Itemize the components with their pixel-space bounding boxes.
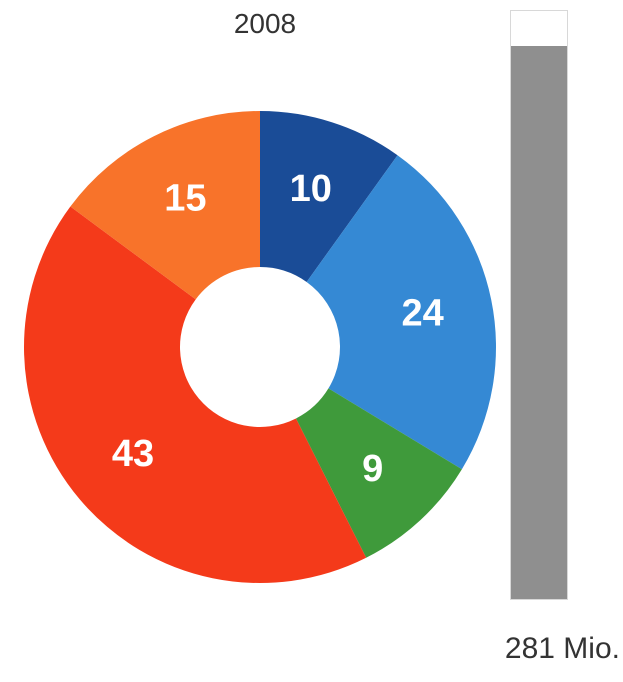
donut-slice-15: [70, 110, 260, 300]
total-bar: [510, 10, 568, 600]
slice-label-10: 10: [290, 168, 332, 210]
slice-label-9: 9: [362, 448, 383, 490]
slice-label-24: 24: [401, 293, 443, 335]
slice-label-15: 15: [164, 178, 206, 220]
chart-title: 2008: [233, 8, 297, 39]
total-label: 281 Mio.: [504, 632, 620, 665]
donut-chart: 10 24 9 43 15: [23, 110, 496, 584]
donut-slice-10: [260, 111, 398, 282]
donut-slice-43: [23, 206, 367, 584]
total-bar-fill: [511, 46, 567, 599]
donut-slice-24: [306, 155, 496, 470]
donut-slice-9: [295, 388, 462, 558]
slice-label-43: 43: [112, 433, 154, 475]
